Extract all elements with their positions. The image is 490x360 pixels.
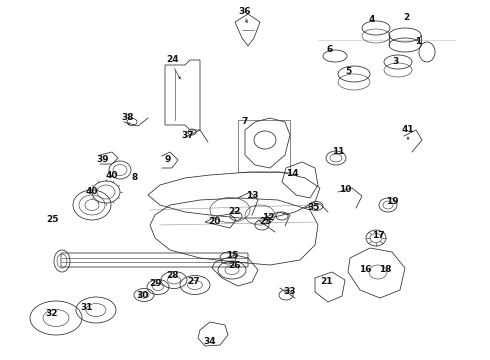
Text: 24: 24	[167, 55, 179, 64]
Text: 8: 8	[132, 174, 138, 183]
Text: 1: 1	[415, 37, 421, 46]
Text: 32: 32	[46, 310, 58, 319]
Text: 40: 40	[106, 171, 118, 180]
Text: 31: 31	[81, 303, 93, 312]
Text: 35: 35	[308, 203, 320, 212]
Text: 40: 40	[86, 188, 98, 197]
Text: 9: 9	[165, 156, 171, 165]
Text: 25: 25	[46, 216, 58, 225]
Text: 22: 22	[228, 207, 240, 216]
Text: 13: 13	[246, 192, 258, 201]
Text: 26: 26	[228, 261, 240, 270]
Text: 21: 21	[320, 278, 332, 287]
Text: 6: 6	[327, 45, 333, 54]
Text: 36: 36	[239, 8, 251, 17]
Text: 34: 34	[204, 338, 216, 346]
Text: 28: 28	[166, 271, 178, 280]
Text: 2: 2	[403, 13, 409, 22]
Text: 5: 5	[345, 68, 351, 77]
Text: 19: 19	[386, 198, 398, 207]
Text: 14: 14	[286, 170, 298, 179]
Text: 17: 17	[372, 231, 384, 240]
Text: 12: 12	[262, 213, 274, 222]
Text: 30: 30	[137, 291, 149, 300]
Text: 37: 37	[182, 131, 195, 140]
Text: 39: 39	[97, 156, 109, 165]
Text: 27: 27	[188, 278, 200, 287]
Text: 10: 10	[339, 185, 351, 194]
Text: 4: 4	[369, 15, 375, 24]
Text: 20: 20	[208, 217, 220, 226]
Text: 16: 16	[359, 266, 371, 274]
Text: 11: 11	[332, 148, 344, 157]
Text: 41: 41	[402, 126, 415, 135]
Text: 18: 18	[379, 266, 391, 274]
Text: 3: 3	[392, 58, 398, 67]
Text: 38: 38	[122, 113, 134, 122]
Text: 33: 33	[284, 288, 296, 297]
Text: 29: 29	[149, 279, 162, 288]
Text: 7: 7	[242, 117, 248, 126]
Text: 15: 15	[226, 252, 238, 261]
Text: 23: 23	[259, 217, 271, 226]
